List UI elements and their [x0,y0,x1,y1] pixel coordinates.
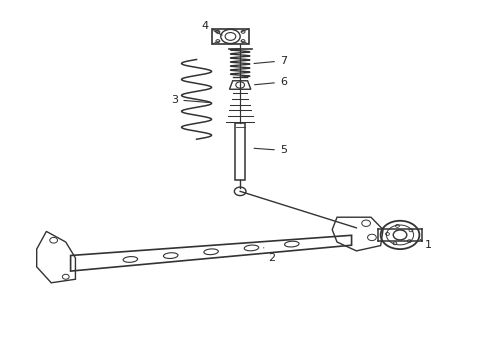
Text: 5: 5 [254,145,287,156]
Text: 2: 2 [264,248,275,263]
Text: 4: 4 [201,21,222,35]
Bar [235,123,245,180]
Text: 6: 6 [254,77,287,87]
Bar [212,29,248,44]
Text: 7: 7 [254,56,287,66]
Text: 1: 1 [420,239,432,250]
Text: 3: 3 [172,95,209,105]
